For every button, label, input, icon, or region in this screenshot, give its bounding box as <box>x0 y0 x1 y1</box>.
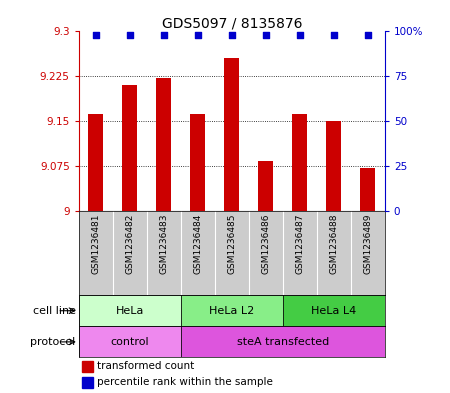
Title: GDS5097 / 8135876: GDS5097 / 8135876 <box>162 16 302 30</box>
Bar <box>224 59 239 211</box>
Bar <box>181 326 385 358</box>
Bar <box>326 121 342 211</box>
Point <box>364 32 371 38</box>
Text: transformed count: transformed count <box>97 361 194 371</box>
Text: GSM1236484: GSM1236484 <box>193 214 202 274</box>
Bar <box>283 295 385 326</box>
Text: HeLa: HeLa <box>116 306 144 316</box>
Point <box>126 32 133 38</box>
Text: GSM1236487: GSM1236487 <box>295 214 304 274</box>
Text: cell line: cell line <box>33 306 76 316</box>
Bar <box>82 377 93 387</box>
Text: protocol: protocol <box>31 337 76 347</box>
Text: percentile rank within the sample: percentile rank within the sample <box>97 377 273 387</box>
Bar <box>79 295 181 326</box>
Bar <box>258 162 274 211</box>
Bar <box>360 168 375 211</box>
Text: GSM1236485: GSM1236485 <box>227 214 236 274</box>
Text: GSM1236482: GSM1236482 <box>125 214 134 274</box>
Bar <box>190 114 205 211</box>
Point <box>296 32 303 38</box>
Text: steA transfected: steA transfected <box>237 337 329 347</box>
Text: HeLa L2: HeLa L2 <box>209 306 254 316</box>
Point <box>228 32 235 38</box>
Bar <box>79 326 181 358</box>
Point <box>160 32 167 38</box>
Bar <box>292 114 307 211</box>
Text: GSM1236483: GSM1236483 <box>159 214 168 274</box>
Text: HeLa L4: HeLa L4 <box>311 306 356 316</box>
Text: GSM1236486: GSM1236486 <box>261 214 270 274</box>
Bar <box>156 78 171 211</box>
Point <box>194 32 201 38</box>
Point <box>330 32 338 38</box>
Point <box>262 32 270 38</box>
Bar <box>88 114 104 211</box>
Text: GSM1236488: GSM1236488 <box>329 214 338 274</box>
Point <box>92 32 99 38</box>
Bar <box>181 295 283 326</box>
Text: GSM1236489: GSM1236489 <box>363 214 372 274</box>
Bar <box>122 85 137 211</box>
Text: GSM1236481: GSM1236481 <box>91 214 100 274</box>
Text: control: control <box>110 337 149 347</box>
Bar <box>82 361 93 371</box>
